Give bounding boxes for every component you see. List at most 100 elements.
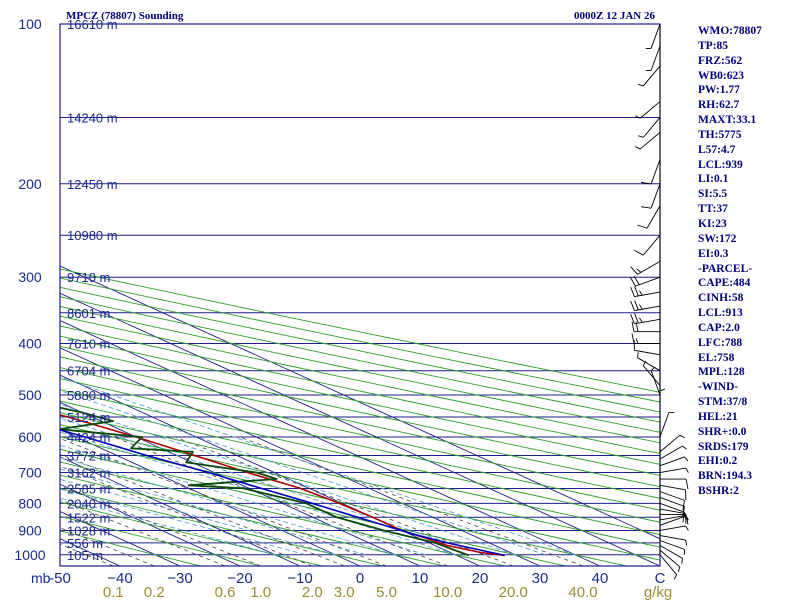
- index-item: SRDS:179: [698, 440, 749, 453]
- dewpoint-line: [60, 406, 470, 557]
- mixing-ratio-label: 1.0: [250, 584, 271, 600]
- height-label: 9710 m: [67, 270, 110, 285]
- temperature-tick-label: 0: [356, 570, 364, 587]
- pressure-tick-label: 200: [18, 176, 42, 192]
- height-label: 16610 m: [67, 17, 118, 32]
- chart-time: 0000Z 12 JAN 26: [574, 10, 655, 22]
- wind-barb: [638, 65, 661, 87]
- mixing-ratio-label: 10.0: [433, 584, 462, 600]
- index-item: CINH:58: [698, 292, 744, 305]
- wind-barb: [635, 131, 661, 150]
- wind-barb: [637, 205, 661, 229]
- pressure-tick-label: 900: [18, 522, 42, 538]
- index-item: PW:1.77: [698, 84, 740, 97]
- dry-adiabat: [60, 515, 262, 566]
- isotherm-line: [60, 347, 541, 566]
- index-item: TT:37: [698, 203, 728, 216]
- height-label: 14240 m: [67, 110, 118, 125]
- isotherm-line: [60, 565, 61, 566]
- wind-barb: [659, 411, 675, 438]
- wind-barb: [659, 491, 685, 511]
- index-item: LCL:939: [698, 158, 743, 171]
- index-item: HEL:21: [698, 410, 738, 423]
- pressure-tick-label: 700: [18, 465, 42, 481]
- mixing-ratio-label: 2.0: [302, 584, 323, 600]
- pressure-axis-label: mb: [31, 570, 51, 586]
- wind-barb: [659, 535, 688, 546]
- pressure-tick-label: 1000: [14, 547, 45, 563]
- wind-barb: [659, 445, 688, 460]
- index-item: SI:5.5: [698, 188, 728, 201]
- pressure-tick-label: 500: [18, 387, 42, 403]
- index-item: -PARCEL-: [698, 262, 753, 275]
- temperature-tick-label: −10: [287, 570, 312, 587]
- height-label: 2585 m: [67, 481, 110, 496]
- index-item: KI:23: [698, 217, 727, 230]
- dry-adiabat: [60, 315, 660, 444]
- wind-barb: [659, 502, 685, 523]
- dry-adiabat: [60, 356, 660, 488]
- temperature-tick-label: -50: [49, 570, 71, 587]
- wind-barb: [634, 234, 661, 256]
- dry-adiabat: [60, 400, 660, 536]
- wind-barb: [638, 117, 661, 138]
- temperature-tick-label: 10: [412, 570, 429, 587]
- wind-barb: [659, 484, 687, 501]
- pressure-tick-label: 400: [18, 336, 42, 352]
- wind-barb: [659, 549, 681, 573]
- wind-barb: [640, 159, 661, 185]
- height-label: 7610 m: [67, 337, 110, 352]
- dry-adiabat: [60, 268, 660, 393]
- pressure-tick-label: 300: [18, 269, 42, 285]
- wind-barb: [629, 275, 661, 287]
- mixing-ratio-label: 0.6: [215, 584, 236, 600]
- wind-barb: [659, 540, 686, 555]
- height-label: 12450 m: [67, 177, 118, 192]
- moist-adiabat: [60, 468, 366, 556]
- index-item: EHI:0.2: [698, 455, 738, 468]
- wind-barb: [630, 300, 661, 312]
- wind-barb: [645, 45, 661, 72]
- temperature-tick-label: −30: [167, 570, 192, 587]
- moist-adiabat: [60, 431, 456, 556]
- isotherm-line: [60, 429, 361, 566]
- dry-adiabat: [60, 345, 660, 476]
- wind-barb: [659, 434, 685, 453]
- index-item: LI:0.1: [698, 173, 729, 186]
- temperature-unit-label: C: [655, 570, 666, 587]
- mixing-ratio-label: 3.0: [334, 584, 355, 600]
- height-label: 4424 m: [67, 430, 110, 445]
- index-item: STM:37/8: [698, 396, 748, 409]
- parcel-line: [60, 429, 505, 557]
- mixing-ratio-label: 20.0: [499, 584, 528, 600]
- wind-barb: [659, 554, 678, 580]
- index-item: CAP:2.0: [698, 321, 740, 334]
- index-item: MPL:128: [698, 366, 745, 379]
- wind-barb: [635, 101, 661, 119]
- isotherm-line: [60, 320, 601, 566]
- dry-adiabat: [60, 501, 323, 566]
- mixing-ratio-line: [60, 465, 313, 566]
- wind-barb: [660, 514, 689, 525]
- wind-barb: [659, 544, 683, 564]
- wind-barb: [642, 360, 661, 386]
- wind-barb: [633, 340, 661, 356]
- height-label: 2040 m: [67, 496, 110, 511]
- moist-adiabat: [60, 457, 396, 556]
- index-item: CAPE:484: [698, 277, 751, 290]
- chart-title: MPCZ (78807) Sounding: [66, 10, 184, 22]
- index-item: EI:0.3: [698, 247, 729, 260]
- temperature-tick-label: 20: [472, 570, 489, 587]
- index-item: SHR+:0.0: [698, 425, 747, 438]
- wind-barb: [659, 456, 689, 467]
- plot-frame: [59, 23, 661, 567]
- moist-adiabat: [60, 376, 576, 556]
- index-item: RH:62.7: [698, 99, 740, 112]
- mixing-ratio-label: 0.1: [103, 584, 124, 600]
- height-label: 1522 m: [67, 510, 110, 525]
- dry-adiabat: [60, 335, 660, 465]
- index-item: TP:85: [698, 39, 729, 52]
- wind-barb: [630, 286, 661, 298]
- mixing-ratio-line: [60, 438, 387, 566]
